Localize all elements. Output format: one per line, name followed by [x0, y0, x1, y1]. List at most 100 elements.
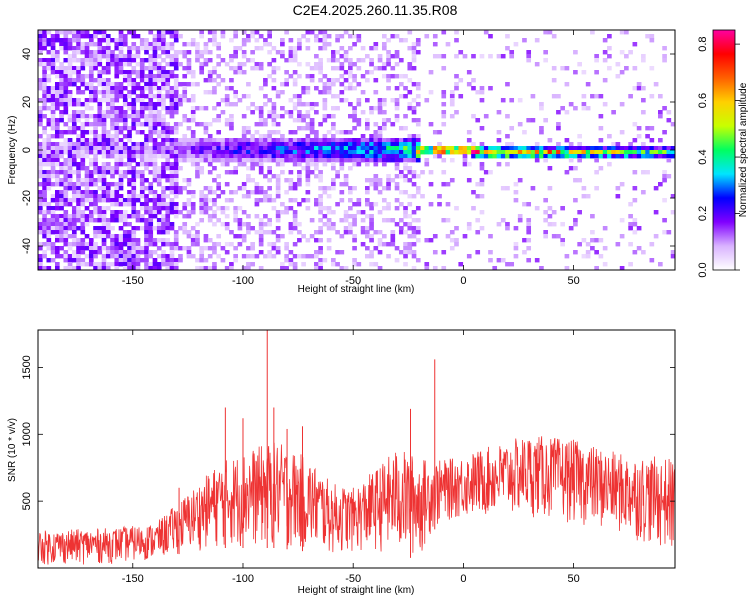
- spectrogram-cell: [195, 238, 200, 243]
- spectrogram-cell: [653, 82, 659, 87]
- spectrogram-cell: [292, 50, 298, 55]
- spectrogram-cell: [263, 190, 268, 195]
- spectrogram-cell: [156, 150, 162, 155]
- spectrogram-cell: [156, 246, 162, 251]
- spectrogram-cell: [76, 58, 81, 63]
- spectrogram-cell: [71, 70, 77, 75]
- spectrogram-cell: [38, 86, 43, 91]
- spectrogram-cell: [314, 150, 319, 155]
- spectrogram-cell: [437, 54, 442, 59]
- spectrogram-cell: [169, 210, 175, 215]
- spectrogram-cell: [84, 34, 90, 39]
- spectrogram-cell: [415, 94, 421, 99]
- spectrogram-cell: [182, 178, 188, 183]
- spectrogram-cell: [76, 218, 81, 223]
- spectrogram-cell: [522, 150, 527, 155]
- spectrogram-cell: [59, 114, 64, 119]
- spectrogram-cell: [271, 86, 277, 91]
- spectrogram-cell: [331, 186, 336, 191]
- spectrogram-cell: [246, 174, 251, 179]
- spectrogram-cell: [38, 174, 43, 179]
- spectrogram-cell: [122, 258, 128, 263]
- spectrogram-cell: [93, 202, 98, 207]
- spectrogram-cell: [258, 118, 264, 123]
- spectrogram-cell: [386, 78, 391, 83]
- spectrogram-cell: [101, 50, 107, 55]
- spectrogram-cell: [122, 86, 128, 91]
- spectrogram-cell: [199, 106, 205, 111]
- spectrogram-cell: [50, 250, 56, 255]
- spectrogram-cell: [88, 82, 94, 87]
- spectrogram-cell: [71, 150, 77, 155]
- spectrogram-cell: [76, 134, 81, 139]
- spectrogram-cell: [59, 222, 64, 227]
- spectrogram-cell: [71, 162, 77, 167]
- spectrogram-cell: [50, 218, 56, 223]
- spectrogram-cell: [360, 90, 366, 95]
- spectrogram-cell: [428, 90, 434, 95]
- spectrogram-cell: [131, 146, 137, 151]
- spectrogram-cell: [152, 238, 158, 243]
- spectrogram-cell: [564, 170, 570, 175]
- spectrogram-cell: [161, 98, 166, 103]
- spectrogram-cell: [131, 82, 137, 87]
- spectrogram-cell: [305, 38, 311, 43]
- spectrogram-cell: [156, 134, 162, 139]
- spectrogram-cell: [530, 154, 536, 159]
- spectrogram-cell: [258, 110, 264, 115]
- spectrogram-cell: [649, 34, 655, 39]
- spectrogram-cell: [131, 194, 137, 199]
- spectrogram-cell: [326, 86, 332, 91]
- spectrogram-cell: [105, 170, 111, 175]
- spectrogram-cell: [602, 50, 608, 55]
- spectrogram-cell: [46, 86, 52, 91]
- spectrogram-cell: [377, 66, 383, 71]
- spectrogram-cell: [398, 94, 404, 99]
- spectrogram-cell: [122, 58, 128, 63]
- spectrogram-cell: [641, 146, 646, 151]
- spectrogram-cell: [560, 222, 565, 227]
- spectrogram-cell: [483, 30, 489, 35]
- spectrogram-cell: [466, 222, 472, 227]
- spectrogram-cell: [271, 146, 277, 151]
- spectrogram-cell: [522, 202, 527, 207]
- spectrogram-cell: [314, 166, 319, 171]
- spectrogram-cell: [415, 218, 421, 223]
- spectrogram-cell: [54, 238, 60, 243]
- spectrogram-cell: [139, 78, 145, 83]
- spectrogram-cell: [377, 130, 383, 135]
- spectrogram-cell: [581, 254, 587, 259]
- spectrogram-cell: [110, 122, 115, 127]
- spectrogram-cell: [93, 34, 98, 39]
- spectrogram-cell: [556, 234, 561, 239]
- spectrogram-cell: [314, 162, 319, 167]
- spectrogram-cell: [331, 226, 336, 231]
- spectrogram-cell: [169, 142, 175, 147]
- spectrogram-cell: [496, 110, 502, 115]
- spectrogram-cell: [38, 82, 43, 87]
- spectrogram-cell: [381, 198, 387, 203]
- spectrogram-cell: [381, 162, 387, 167]
- y-tick-label: -40: [21, 238, 33, 254]
- spectrogram-cell: [186, 210, 192, 215]
- spectrogram-cell: [381, 142, 387, 147]
- spectrogram-cell: [139, 130, 145, 135]
- spectrogram-cell: [224, 118, 230, 123]
- spectrogram-cell: [314, 254, 319, 259]
- spectrogram-cell: [169, 150, 175, 155]
- spectrogram-cell: [568, 226, 574, 231]
- spectrogram-cell: [263, 194, 268, 199]
- spectrogram-cell: [152, 34, 158, 39]
- spectrogram-cell: [509, 150, 515, 155]
- y-tick-label: 500: [21, 492, 33, 510]
- spectrogram-cell: [63, 222, 69, 227]
- spectrogram-cell: [97, 30, 103, 35]
- spectrogram-cell: [360, 138, 366, 143]
- spectrogram-cell: [122, 142, 128, 147]
- spectrogram-cell: [67, 82, 73, 87]
- spectrogram-cell: [76, 150, 81, 155]
- spectrogram-cell: [224, 266, 230, 271]
- spectrogram-cell: [288, 158, 294, 163]
- spectrogram-cell: [288, 182, 294, 187]
- spectrogram-cell: [331, 166, 336, 171]
